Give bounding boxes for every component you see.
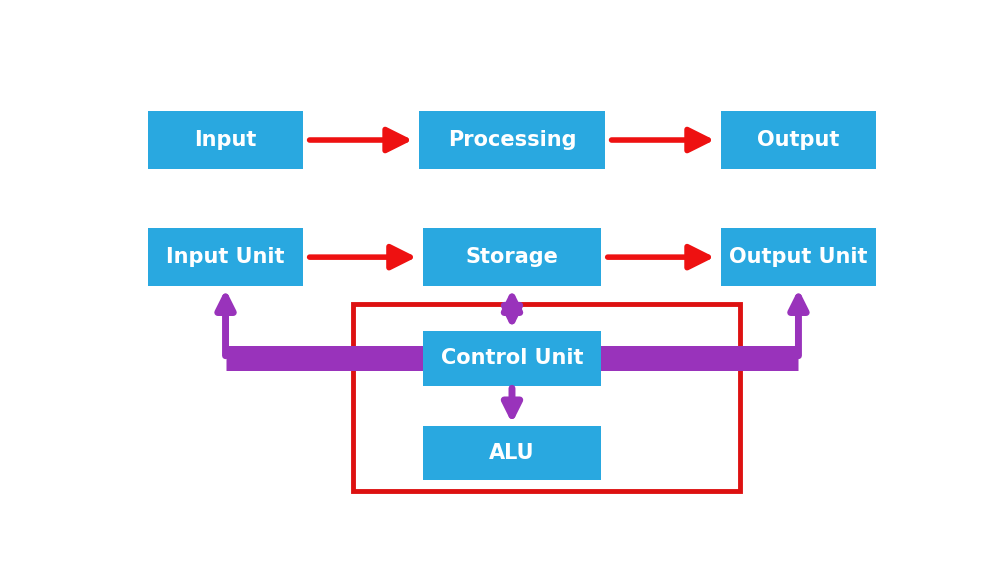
Text: Input Unit: Input Unit — [166, 247, 285, 267]
Bar — [354, 304, 740, 491]
Text: Input: Input — [195, 130, 257, 150]
Bar — [721, 111, 876, 169]
Text: Processing: Processing — [448, 130, 576, 150]
Bar — [721, 228, 876, 287]
Bar — [423, 426, 601, 480]
Bar — [420, 111, 605, 169]
Text: Output: Output — [757, 130, 839, 150]
Bar — [423, 332, 601, 386]
Bar — [423, 228, 601, 287]
Text: Control Unit: Control Unit — [441, 349, 583, 369]
Text: ALU: ALU — [490, 443, 534, 463]
Text: Output Unit: Output Unit — [729, 247, 868, 267]
Bar — [148, 228, 303, 287]
Text: Storage: Storage — [466, 247, 558, 267]
Bar — [148, 111, 303, 169]
